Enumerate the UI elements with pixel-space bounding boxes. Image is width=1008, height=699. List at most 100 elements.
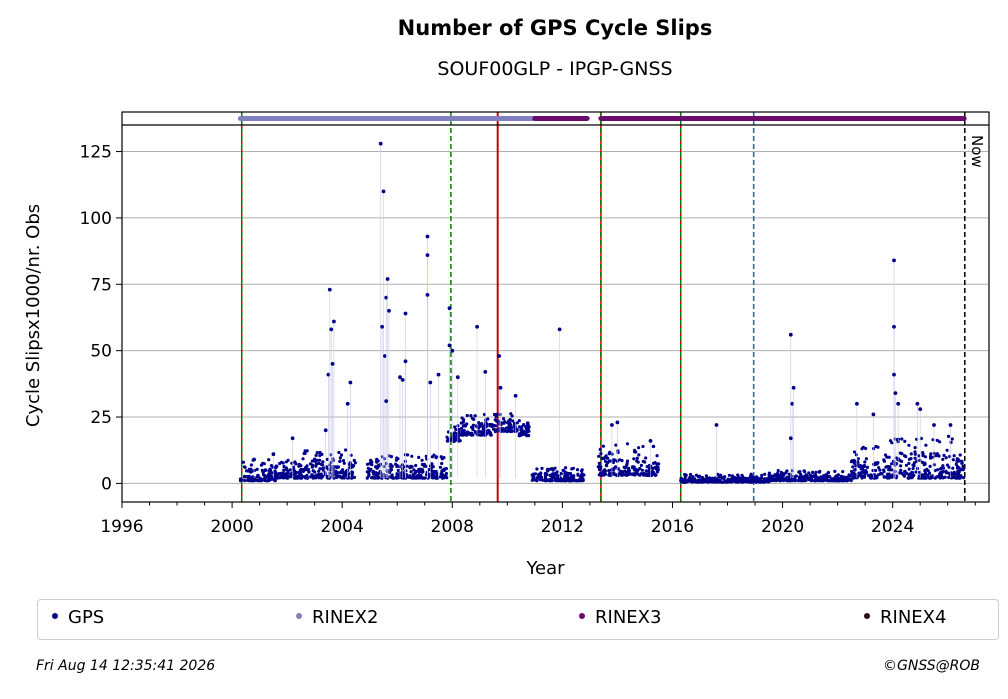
data-point: [910, 476, 914, 480]
data-point: [700, 475, 705, 480]
data-point: [907, 467, 911, 471]
legend-marker-gps: [52, 613, 58, 619]
data-point-peak: [497, 354, 501, 358]
data-point: [571, 477, 575, 481]
legend-item-rinex2: RINEX2: [296, 606, 378, 630]
data-point: [477, 421, 481, 425]
data-point: [606, 456, 610, 460]
data-point: [724, 480, 728, 484]
data-point: [907, 443, 911, 447]
data-point: [275, 464, 279, 468]
data-point: [599, 452, 603, 456]
data-point: [451, 432, 455, 436]
data-point: [718, 480, 722, 484]
data-point: [555, 478, 559, 482]
data-point: [645, 473, 649, 477]
data-point: [388, 469, 392, 473]
data-point: [404, 469, 408, 473]
data-point: [774, 474, 778, 478]
data-point: [305, 464, 309, 468]
data-point: [703, 479, 708, 483]
data-point: [954, 472, 958, 476]
data-point: [620, 459, 624, 463]
data-point: [399, 473, 403, 477]
data-point-peak: [436, 372, 441, 377]
data-point-peak: [252, 457, 256, 462]
now-label: Now: [968, 135, 986, 168]
data-point: [482, 426, 486, 430]
data-point: [853, 468, 857, 472]
data-point: [900, 459, 904, 463]
data-point: [495, 412, 499, 416]
x-axis-label: Year: [525, 558, 565, 579]
data-point: [763, 472, 767, 476]
data-point: [582, 473, 586, 477]
data-point: [841, 470, 845, 474]
data-point: [938, 474, 942, 478]
data-point-peak: [450, 348, 455, 353]
data-point: [279, 460, 284, 464]
legend-marker-rinex3: [579, 613, 585, 619]
data-point: [541, 478, 545, 482]
data-point-peak: [892, 258, 896, 263]
data-point: [506, 427, 510, 431]
data-point: [442, 467, 447, 471]
x-tick-label: 2020: [761, 517, 804, 537]
data-point: [376, 464, 380, 468]
data-point: [319, 476, 323, 480]
data-point: [519, 433, 523, 437]
data-point: [906, 476, 910, 480]
data-point: [861, 445, 865, 449]
data-point: [913, 452, 917, 456]
data-point: [635, 456, 639, 460]
data-point: [913, 446, 917, 450]
data-point: [503, 420, 507, 424]
data-point: [369, 462, 373, 466]
data-point: [811, 470, 815, 474]
data-point: [414, 469, 418, 473]
data-point: [576, 473, 580, 477]
data-point: [494, 415, 498, 419]
data-point: [321, 460, 325, 464]
data-point: [899, 464, 903, 468]
data-point: [952, 454, 956, 458]
data-point: [505, 429, 509, 434]
data-point: [375, 471, 379, 475]
data-point: [471, 427, 475, 431]
data-point: [546, 478, 550, 482]
data-point: [904, 455, 908, 459]
data-point: [558, 477, 562, 482]
data-point-peak: [855, 401, 859, 406]
data-point: [814, 470, 818, 474]
data-point: [638, 473, 642, 477]
data-point: [807, 471, 811, 475]
data-point: [284, 460, 289, 464]
data-point: [619, 469, 623, 473]
data-point: [635, 459, 639, 463]
data-point: [317, 469, 321, 473]
event-lines: Now: [240, 112, 986, 502]
data-point: [817, 470, 821, 474]
data-point: [680, 480, 685, 484]
data-point: [551, 472, 555, 476]
data-point: [265, 479, 269, 483]
data-point: [740, 479, 744, 484]
data-point: [426, 476, 430, 480]
data-point: [315, 451, 319, 455]
data-point: [543, 476, 548, 480]
data-point: [409, 470, 413, 474]
data-point: [282, 464, 286, 469]
data-point: [736, 474, 740, 478]
data-point: [940, 470, 944, 474]
data-point-peak: [648, 439, 653, 443]
data-point: [653, 473, 658, 477]
data-point: [957, 476, 962, 480]
data-point: [637, 453, 641, 457]
data-point-peak: [428, 380, 433, 385]
data-point: [928, 464, 932, 468]
data-point: [957, 470, 961, 474]
data-point: [644, 456, 648, 460]
data-point: [846, 478, 851, 482]
data-point: [338, 459, 342, 463]
data-point: [923, 455, 928, 459]
